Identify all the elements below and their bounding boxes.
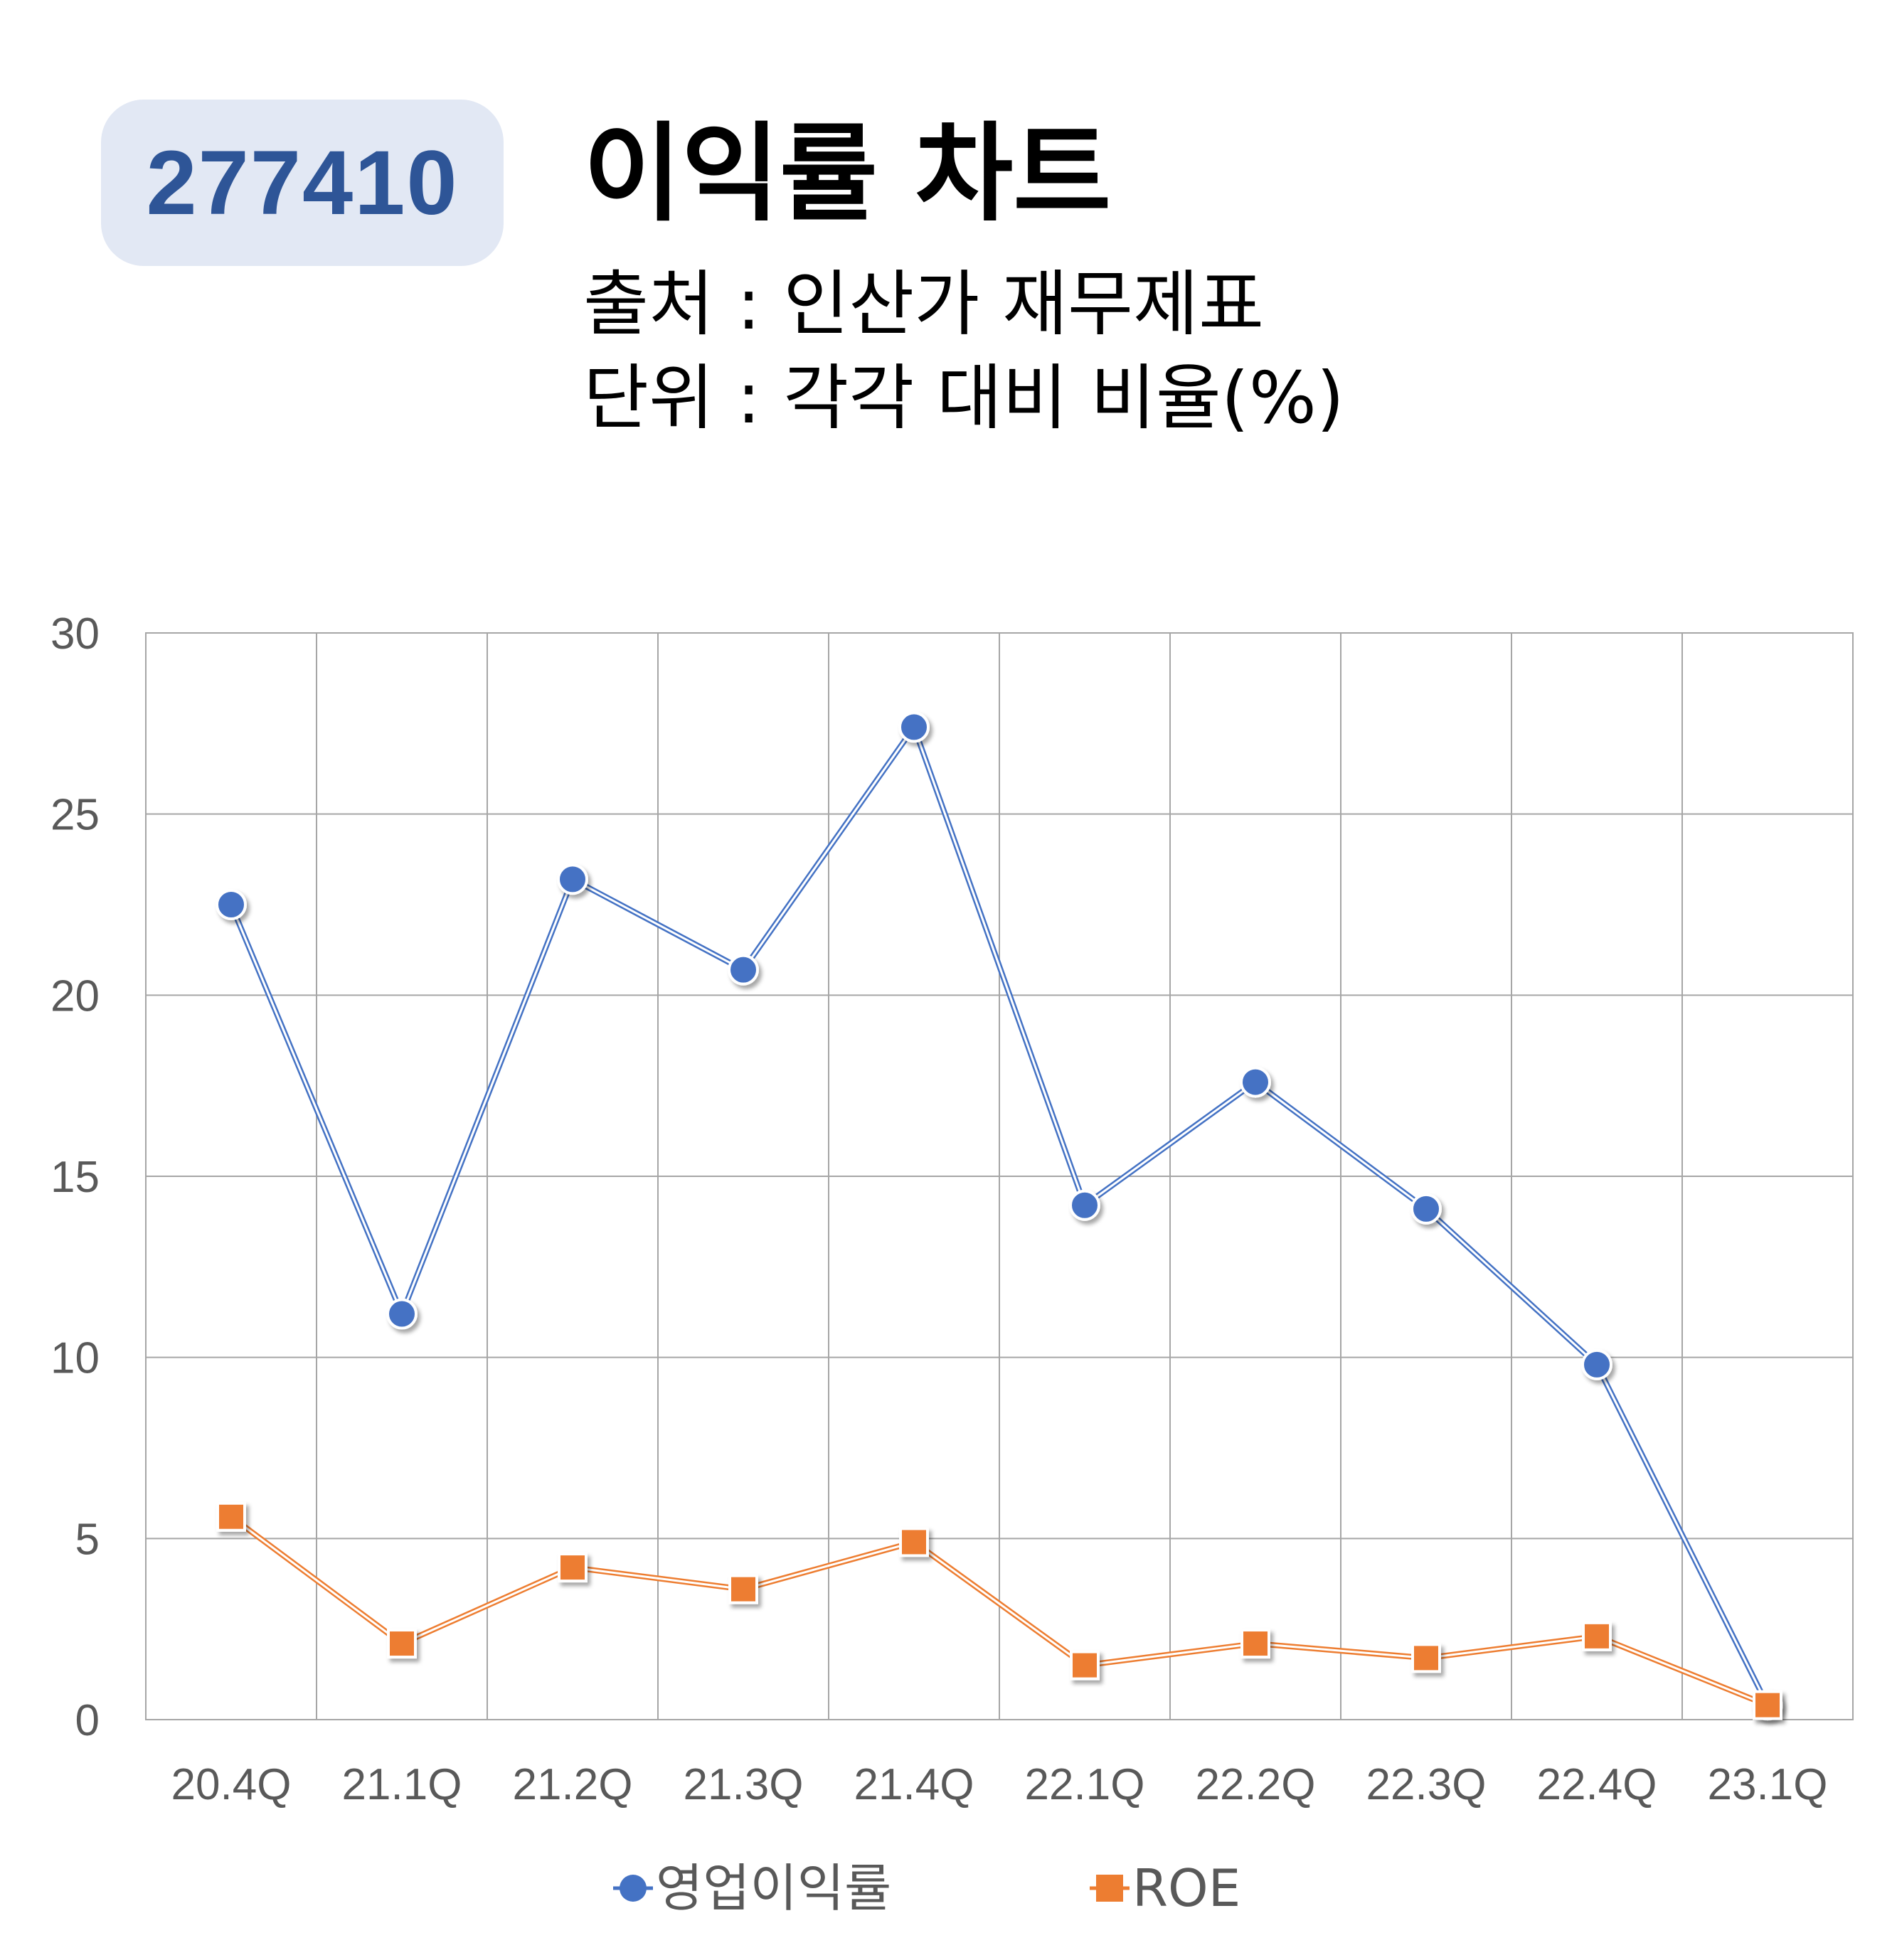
- data-point: [1070, 1650, 1100, 1681]
- data-point: [1411, 1643, 1441, 1673]
- stock-code-badge: 277410: [101, 100, 504, 266]
- data-point: [728, 954, 759, 986]
- y-axis: 0 5 10 15 20 25 30: [51, 609, 100, 1745]
- x-tick-label: 21.2Q: [513, 1760, 633, 1809]
- y-tick-label: 15: [51, 1153, 100, 1202]
- data-point: [216, 1501, 246, 1532]
- data-point: [1410, 1193, 1442, 1225]
- data-point: [899, 1527, 929, 1557]
- y-tick-label: 5: [75, 1515, 100, 1564]
- y-tick-label: 30: [51, 609, 100, 659]
- x-tick-label: 22.3Q: [1366, 1760, 1487, 1809]
- x-tick-label: 23.1Q: [1708, 1760, 1828, 1809]
- series-line: [230, 1516, 1768, 1707]
- data-point: [1240, 1629, 1270, 1659]
- data-point: [216, 889, 247, 920]
- unit-line: 단위 : 각각 대비 비율(%): [583, 356, 1344, 440]
- data-point: [728, 1574, 758, 1604]
- data-point: [558, 1552, 588, 1583]
- stock-code: 277410: [146, 132, 459, 234]
- legend-label: ROE: [1132, 1858, 1240, 1918]
- data-point: [1069, 1189, 1100, 1221]
- series-line: [230, 725, 1769, 1706]
- data-point: [557, 863, 588, 895]
- data-point: [386, 1298, 418, 1330]
- y-tick-label: 0: [75, 1696, 100, 1745]
- line-chart: 0 5 10 15 20 25 30 20.4Q 21.1Q 21.2Q 21.3Q 21.4Q 22…: [51, 609, 1854, 1918]
- legend-item-0: 영업이익률: [613, 1858, 891, 1918]
- x-tick-label: 21.4Q: [854, 1760, 974, 1809]
- source-line: 출처 : 인산가 재무제표: [583, 262, 1265, 346]
- x-tick-label: 21.1Q: [342, 1760, 462, 1809]
- data-point: [898, 711, 930, 743]
- y-tick-label: 20: [51, 971, 100, 1021]
- y-tick-label: 10: [51, 1334, 100, 1383]
- data-point: [1582, 1621, 1612, 1651]
- series-1: [216, 1501, 1782, 1720]
- data-point: [1240, 1066, 1271, 1098]
- data-point: [1753, 1690, 1782, 1720]
- x-tick-label: 22.2Q: [1196, 1760, 1316, 1809]
- legend-item-1: ROE: [1090, 1858, 1240, 1918]
- grid: [145, 632, 1854, 1720]
- data-point: [387, 1629, 417, 1659]
- x-tick-label: 22.1Q: [1025, 1760, 1145, 1809]
- legend-marker: [620, 1875, 647, 1902]
- legend-label: 영업이익률: [656, 1858, 891, 1918]
- legend: 영업이익률 ROE: [613, 1858, 1240, 1918]
- x-tick-label: 21.3Q: [684, 1760, 804, 1809]
- x-tick-label: 22.4Q: [1537, 1760, 1657, 1809]
- chart-title: 이익률 차트: [583, 112, 1112, 236]
- data-point: [1581, 1348, 1612, 1380]
- x-tick-label: 20.4Q: [171, 1760, 292, 1809]
- y-tick-label: 25: [51, 791, 100, 840]
- x-axis: 20.4Q 21.1Q 21.2Q 21.3Q 21.4Q 22.1Q 22.2Q 22.3Q…: [171, 1760, 1828, 1809]
- legend-marker: [1096, 1875, 1123, 1902]
- series: [216, 711, 1783, 1721]
